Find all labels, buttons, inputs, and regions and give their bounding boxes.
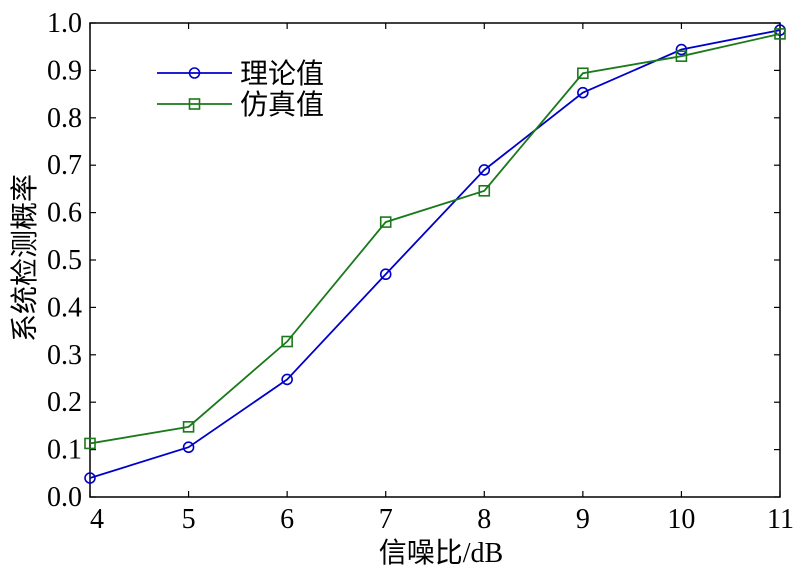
- data-point: [774, 28, 786, 40]
- data-point: [281, 335, 293, 348]
- data-point: [182, 441, 195, 454]
- ticks: 0.0 0.1 0.2 0.3 0.4 0.5 0.6 0.7 0.8 0.9 1.0 4 5 6 7 8 9 1…: [47, 8, 794, 535]
- x-tick-label: 11: [767, 504, 794, 535]
- x-tick-label: 9: [576, 504, 590, 535]
- legend-label: 理论值: [240, 58, 324, 90]
- data-point: [577, 86, 589, 99]
- y-tick-label: 0.1: [47, 435, 82, 466]
- data-point: [188, 67, 201, 79]
- data-point: [478, 184, 491, 197]
- y-tick-label: 1.0: [47, 8, 82, 39]
- y-tick-label: 0.8: [47, 103, 82, 134]
- data-point: [84, 437, 96, 450]
- y-tick-label: 0.4: [47, 292, 82, 323]
- y-tick-label: 0.6: [47, 198, 82, 229]
- data-point: [675, 50, 688, 62]
- y-tick-label: 0.3: [47, 340, 82, 371]
- data-point: [675, 43, 688, 56]
- x-tick-label: 10: [667, 504, 695, 535]
- data-point: [379, 216, 392, 228]
- y-tick-label: 0.0: [47, 482, 82, 513]
- data-point: [577, 67, 589, 80]
- legend-item-2: 仿真值: [157, 89, 324, 121]
- legend-item-1: 理论值: [157, 58, 324, 90]
- y-axis-title: 系统检测概率: [9, 174, 41, 342]
- data-point: [478, 164, 491, 176]
- series-2: [84, 28, 786, 450]
- legend-label: 仿真值: [240, 89, 324, 121]
- series-line: [89, 33, 781, 445]
- x-tick-label: 8: [477, 504, 491, 535]
- series-layer: [84, 24, 786, 484]
- x-tick-label: 7: [379, 504, 393, 535]
- series-line: [89, 29, 781, 479]
- y-tick-label: 0.2: [47, 387, 82, 418]
- data-point: [182, 421, 195, 433]
- x-tick-label: 5: [182, 504, 196, 535]
- data-point: [281, 373, 293, 386]
- series-1: [84, 24, 786, 484]
- x-tick-label: 6: [280, 504, 294, 535]
- data-point: [84, 472, 96, 484]
- x-axis-title: 信噪比/dB: [379, 537, 503, 569]
- y-tick-label: 0.9: [47, 55, 82, 86]
- y-tick-label: 0.5: [47, 245, 82, 276]
- data-point: [188, 98, 201, 110]
- data-point: [379, 268, 392, 281]
- y-tick-label: 0.7: [47, 150, 82, 181]
- x-tick-label: 4: [90, 504, 104, 535]
